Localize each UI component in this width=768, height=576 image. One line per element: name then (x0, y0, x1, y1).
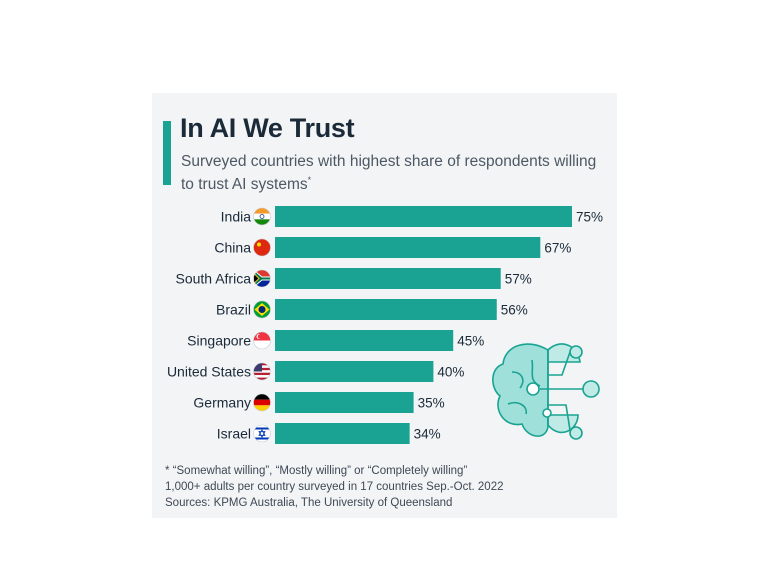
footnote-methodology: 1,000+ adults per country surveyed in 17… (165, 481, 504, 493)
india-flag-icon (253, 208, 271, 225)
value-label-singapore: 45% (457, 334, 484, 349)
china-flag-icon (253, 239, 271, 256)
bar-israel (275, 423, 410, 444)
flags-layer (253, 207, 271, 443)
footnote-sources: Sources: KPMG Australia, The University … (165, 497, 453, 509)
category-label-germany: Germany (193, 395, 251, 411)
value-label-brazil: 56% (501, 303, 528, 318)
singapore-flag-icon (253, 332, 271, 349)
title-accent-bar (163, 121, 171, 185)
germany-flag-icon (253, 394, 271, 411)
category-label-singapore: Singapore (187, 333, 251, 349)
bars-layer (275, 206, 572, 444)
brain-circuit-icon (492, 343, 600, 440)
brazil-flag-icon (253, 301, 271, 318)
value-label-south-africa: 57% (505, 272, 532, 287)
united-states-flag-icon (253, 363, 271, 380)
labels-layer: 75% India 67% China 57% South Africa 56% Brazil… (167, 209, 603, 442)
chart-title: In AI We Trust (180, 113, 355, 143)
bar-singapore (275, 330, 454, 351)
value-label-india: 75% (576, 210, 603, 225)
chart-subtitle: Surveyed countries with highest share of… (181, 152, 601, 194)
category-label-china: China (214, 240, 251, 256)
category-label-israel: Israel (217, 426, 251, 442)
bar-china (275, 237, 541, 258)
category-label-brazil: Brazil (216, 302, 251, 318)
bar-south-africa (275, 268, 501, 289)
israel-flag-icon (253, 425, 271, 442)
category-label-india: India (221, 209, 252, 225)
category-label-south-africa: South Africa (176, 271, 252, 287)
value-label-china: 67% (544, 241, 571, 256)
footnotes: * “Somewhat willing”, “Mostly willing” o… (165, 463, 504, 511)
bar-united-states (275, 361, 434, 382)
value-label-israel: 34% (414, 427, 441, 442)
bar-india (275, 206, 572, 227)
footnote-definition: * “Somewhat willing”, “Mostly willing” o… (165, 465, 468, 477)
category-label-united-states: United States (167, 364, 251, 380)
value-label-united-states: 40% (437, 365, 464, 380)
value-label-germany: 35% (418, 396, 445, 411)
bar-germany (275, 392, 414, 413)
subtitle-text: Surveyed countries with highest share of… (181, 153, 597, 194)
south-africa-flag-icon (253, 270, 271, 287)
bar-brazil (275, 299, 497, 320)
subtitle-footnote-mark: * (307, 175, 312, 185)
